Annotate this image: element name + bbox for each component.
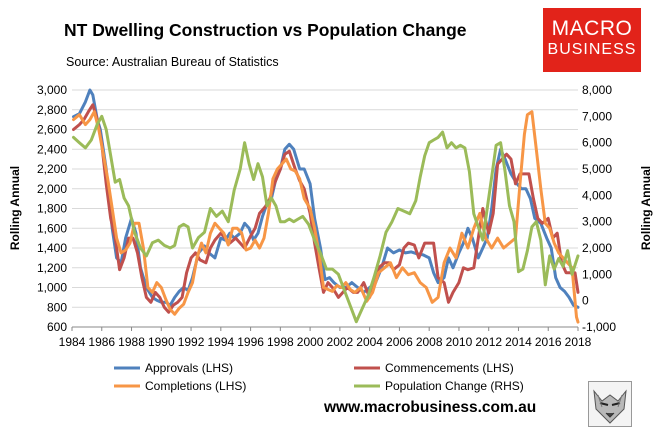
x-tick-label: 2016 bbox=[535, 335, 562, 349]
macrobusiness-logo: MACRO BUSINESS bbox=[543, 8, 641, 72]
y-tick-label-left: 1,000 bbox=[37, 281, 67, 295]
logo-text-line2: BUSINESS bbox=[547, 41, 637, 58]
y-tick-label-right: 1,000 bbox=[582, 267, 612, 281]
x-tick-label: 2010 bbox=[446, 335, 473, 349]
y-axis-label-right: Rolling Annual bbox=[639, 166, 653, 250]
chart-source: Source: Australian Bureau of Statistics bbox=[66, 55, 279, 69]
x-tick-label: 2012 bbox=[475, 335, 502, 349]
y-tick-label-right: 7,000 bbox=[582, 109, 612, 123]
y-tick-label-left: 1,600 bbox=[37, 221, 67, 235]
y-tick-label-right: 8,000 bbox=[582, 83, 612, 97]
x-tick-label: 2014 bbox=[505, 335, 532, 349]
legend-label-completions: Completions (LHS) bbox=[145, 379, 246, 393]
y-tick-label-left: 2,600 bbox=[37, 123, 67, 137]
x-tick-label: 2000 bbox=[297, 335, 324, 349]
series-line-completions bbox=[72, 110, 580, 324]
y-tick-label-right: 6,000 bbox=[582, 136, 612, 150]
x-tick-label: 2018 bbox=[565, 335, 592, 349]
y-tick-label-left: 3,000 bbox=[37, 83, 67, 97]
x-tick-label: 2004 bbox=[356, 335, 383, 349]
y-tick-label-left: 1,400 bbox=[37, 241, 67, 255]
legend-label-population-change: Population Change (RHS) bbox=[385, 379, 524, 393]
legend-label-commencements: Commencements (LHS) bbox=[385, 361, 514, 375]
y-tick-label-left: 2,000 bbox=[37, 182, 67, 196]
logo-text-line1: MACRO bbox=[551, 17, 633, 40]
x-tick-label: 1994 bbox=[207, 335, 234, 349]
x-tick-label: 1988 bbox=[118, 335, 145, 349]
x-tick-label: 2006 bbox=[386, 335, 413, 349]
y-tick-label-right: -1,000 bbox=[582, 320, 616, 334]
x-tick-label: 1990 bbox=[148, 335, 175, 349]
x-tick-label: 2008 bbox=[416, 335, 443, 349]
y-tick-label-right: 2,000 bbox=[582, 241, 612, 255]
x-tick-label: 1992 bbox=[178, 335, 205, 349]
y-tick-label-left: 1,800 bbox=[37, 202, 67, 216]
y-tick-label-left: 1,200 bbox=[37, 261, 67, 275]
x-tick-label: 2002 bbox=[327, 335, 354, 349]
y-tick-label-left: 2,200 bbox=[37, 162, 67, 176]
series-line-commencements bbox=[72, 103, 580, 314]
y-tick-label-right: 4,000 bbox=[582, 188, 612, 202]
x-tick-label: 1998 bbox=[267, 335, 294, 349]
website-url: www.macrobusiness.com.au bbox=[324, 399, 537, 416]
y-tick-label-left: 800 bbox=[47, 300, 67, 314]
y-tick-label-left: 600 bbox=[47, 320, 67, 334]
x-tick-label: 1986 bbox=[88, 335, 115, 349]
chart-title: NT Dwelling Construction vs Population C… bbox=[64, 20, 467, 40]
legend-label-approvals: Approvals (LHS) bbox=[145, 361, 233, 375]
y-tick-label-left: 2,800 bbox=[37, 103, 67, 117]
wolf-mascot-icon bbox=[588, 381, 632, 427]
series-line-approvals bbox=[72, 88, 580, 309]
x-tick-label: 1996 bbox=[237, 335, 264, 349]
y-tick-label-left: 2,400 bbox=[37, 142, 67, 156]
y-tick-label-right: 0 bbox=[582, 294, 589, 308]
y-axis-label-left: Rolling Annual bbox=[8, 166, 22, 250]
y-tick-label-right: 5,000 bbox=[582, 162, 612, 176]
x-tick-label: 1984 bbox=[59, 335, 86, 349]
y-tick-label-right: 3,000 bbox=[582, 215, 612, 229]
series-line-population-change bbox=[72, 114, 580, 324]
